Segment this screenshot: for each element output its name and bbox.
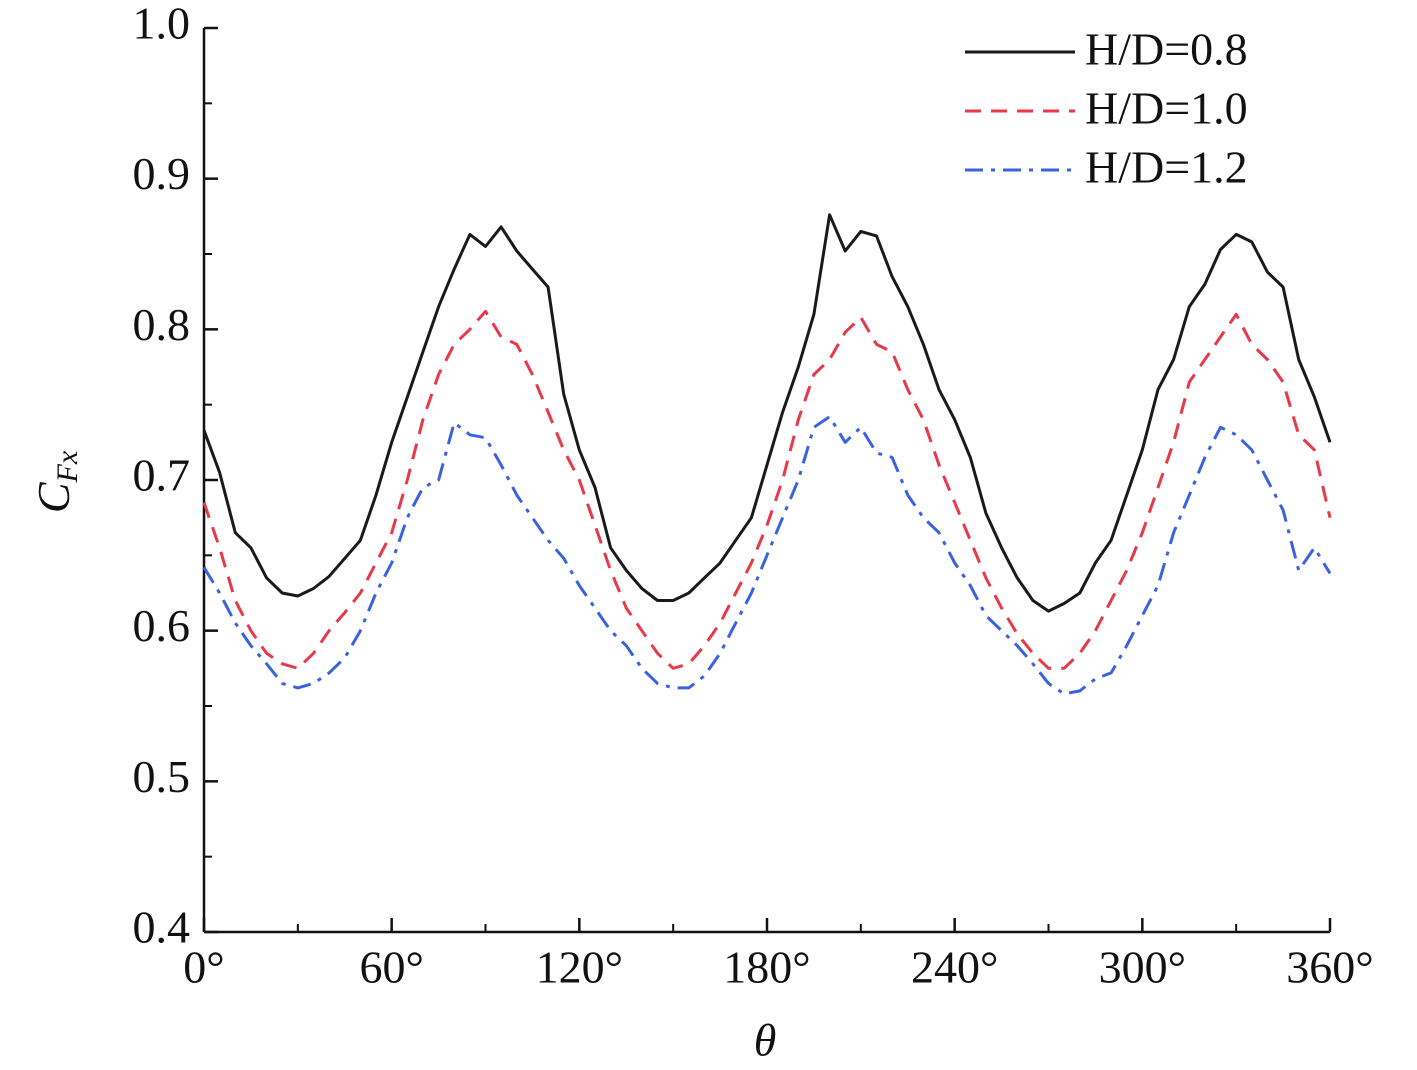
x-tick-label: 0° bbox=[183, 942, 224, 993]
x-tick-label: 300° bbox=[1099, 942, 1186, 993]
y-axis-label: CFx bbox=[28, 450, 84, 513]
y-tick-label: 0.6 bbox=[133, 600, 191, 651]
legend-label: H/D=0.8 bbox=[1085, 24, 1248, 75]
x-tick-label: 360° bbox=[1286, 942, 1373, 993]
series-line bbox=[202, 415, 1332, 696]
y-tick-label: 0.8 bbox=[133, 299, 191, 350]
x-tick-label: 120° bbox=[536, 942, 623, 993]
series-line bbox=[202, 309, 1332, 670]
y-axis-label-main: C bbox=[28, 481, 79, 513]
x-tick-label: 240° bbox=[911, 942, 998, 993]
y-tick-label: 0.7 bbox=[133, 450, 191, 501]
x-axis-label: θ bbox=[754, 1015, 777, 1066]
y-axis-label-sub: Fx bbox=[51, 450, 84, 483]
x-tick-label: 60° bbox=[359, 942, 423, 993]
y-tick-label: 1.0 bbox=[133, 0, 191, 49]
legend-label: H/D=1.2 bbox=[1085, 142, 1248, 193]
series-line bbox=[202, 213, 1332, 613]
x-tick-label: 180° bbox=[723, 942, 810, 993]
legend-label: H/D=1.0 bbox=[1085, 83, 1248, 134]
y-tick-label: 0.5 bbox=[133, 751, 191, 802]
y-tick-label: 0.9 bbox=[133, 148, 191, 199]
y-tick-label: 0.4 bbox=[133, 902, 191, 953]
